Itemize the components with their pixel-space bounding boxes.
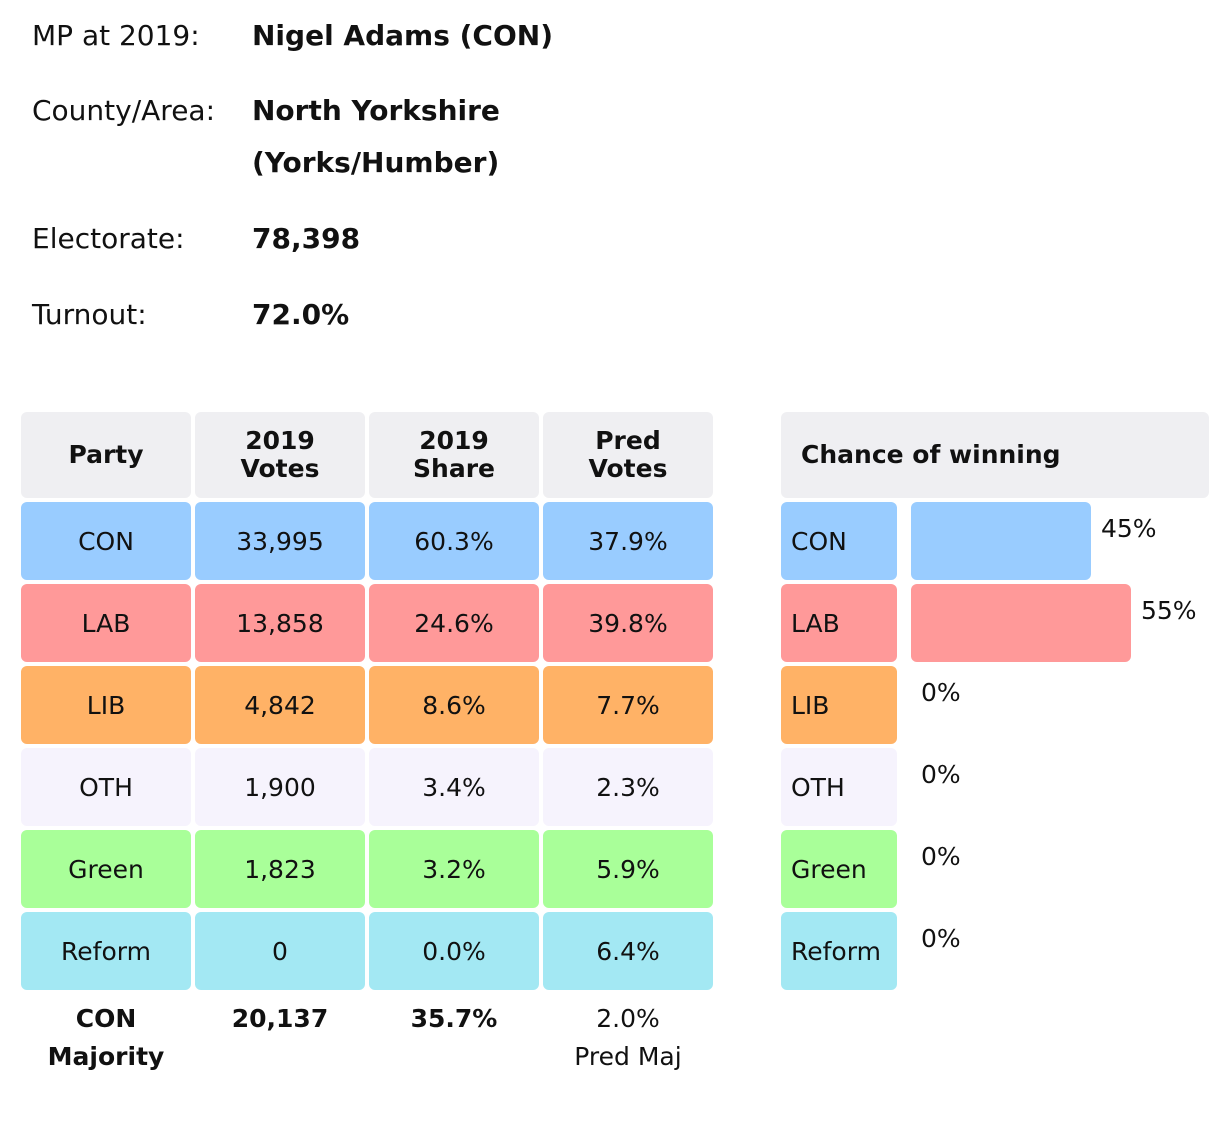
votes-2019-cell: 1,900 — [195, 748, 365, 826]
pred-votes-cell: 39.8% — [543, 584, 713, 662]
chance-percent: 55% — [1141, 596, 1197, 625]
share-2019-cell: 8.6% — [369, 666, 539, 744]
county-value-line2: (Yorks/Humber) — [252, 146, 500, 179]
chance-header: Chance of winning — [781, 412, 1209, 498]
header-pred-votes-line: Pred — [595, 426, 661, 455]
chance-party-cell: Green — [781, 830, 897, 908]
chance-party-cell: Reform — [781, 912, 897, 990]
votes-2019-cell: 33,995 — [195, 502, 365, 580]
chance-party-cell: LIB — [781, 666, 897, 744]
share-2019-cell: 60.3% — [369, 502, 539, 580]
chance-percent: 45% — [1101, 514, 1157, 543]
chance-party-cell: LAB — [781, 584, 897, 662]
pred-votes-cell: 6.4% — [543, 912, 713, 990]
header-2019-share-line: 2019 — [419, 426, 489, 455]
majority-share-line: 35.7% — [410, 1004, 498, 1033]
pred-votes-cell: 7.7% — [543, 666, 713, 744]
electorate-label: Electorate: — [32, 222, 185, 255]
county-label: County/Area: — [32, 94, 216, 127]
pred-votes-cell: 2.3% — [543, 748, 713, 826]
header-2019-votes: 2019 Votes — [195, 412, 365, 498]
predicted-majority-line: Pred Maj — [574, 1042, 682, 1071]
header-party-line: Party — [68, 440, 144, 469]
party-cell: LIB — [21, 666, 191, 744]
pred-votes-cell: 5.9% — [543, 830, 713, 908]
turnout-row: Turnout: 72.0% — [32, 289, 632, 341]
header-2019-votes-line: 2019 — [245, 426, 315, 455]
mp-label: MP at 2019: — [32, 19, 200, 52]
votes-2019-cell: 1,823 — [195, 830, 365, 908]
party-cell: LAB — [21, 584, 191, 662]
header-pred-votes: Pred Votes — [543, 412, 713, 498]
electorate-row: Electorate: 78,398 — [32, 213, 632, 265]
mp-row: MP at 2019: Nigel Adams (CON) — [32, 10, 632, 62]
chance-percent: 0% — [921, 760, 961, 789]
chance-bar — [911, 584, 1131, 662]
pred-votes-cell: 37.9% — [543, 502, 713, 580]
majority-label-line: CON — [75, 1004, 137, 1033]
header-2019-share: 2019 Share — [369, 412, 539, 498]
share-2019-cell: 3.2% — [369, 830, 539, 908]
chance-party-cell: CON — [781, 502, 897, 580]
chance-percent: 0% — [921, 678, 961, 707]
predicted-majority-line: 2.0% — [596, 1004, 660, 1033]
header-2019-votes-line: Votes — [240, 454, 320, 483]
county-row: County/Area: North Yorkshire (Yorks/Humb… — [32, 85, 632, 189]
mp-value: Nigel Adams (CON) — [252, 19, 553, 52]
predicted-majority: 2.0% Pred Maj — [543, 1000, 713, 1076]
header-party: Party — [21, 412, 191, 498]
party-cell: Green — [21, 830, 191, 908]
header-2019-share-line: Share — [413, 454, 495, 483]
votes-2019-cell: 13,858 — [195, 584, 365, 662]
share-2019-cell: 0.0% — [369, 912, 539, 990]
majority-votes-line: 20,137 — [231, 1004, 329, 1033]
majority-votes: 20,137 — [195, 1000, 365, 1038]
majority-label-line: Majority — [47, 1042, 165, 1071]
party-cell: Reform — [21, 912, 191, 990]
turnout-value: 72.0% — [252, 298, 350, 331]
votes-2019-cell: 0 — [195, 912, 365, 990]
chance-percent: 0% — [921, 842, 961, 871]
electorate-value: 78,398 — [252, 222, 361, 255]
share-2019-cell: 24.6% — [369, 584, 539, 662]
chance-party-cell: OTH — [781, 748, 897, 826]
chance-bar — [911, 502, 1091, 580]
county-value-line1: North Yorkshire — [252, 94, 500, 127]
share-2019-cell: 3.4% — [369, 748, 539, 826]
party-cell: CON — [21, 502, 191, 580]
chance-percent: 0% — [921, 924, 961, 953]
header-pred-votes-line: Votes — [588, 454, 668, 483]
majority-share: 35.7% — [369, 1000, 539, 1038]
party-cell: OTH — [21, 748, 191, 826]
turnout-label: Turnout: — [32, 298, 147, 331]
votes-2019-cell: 4,842 — [195, 666, 365, 744]
majority-label: CON Majority — [21, 1000, 191, 1076]
